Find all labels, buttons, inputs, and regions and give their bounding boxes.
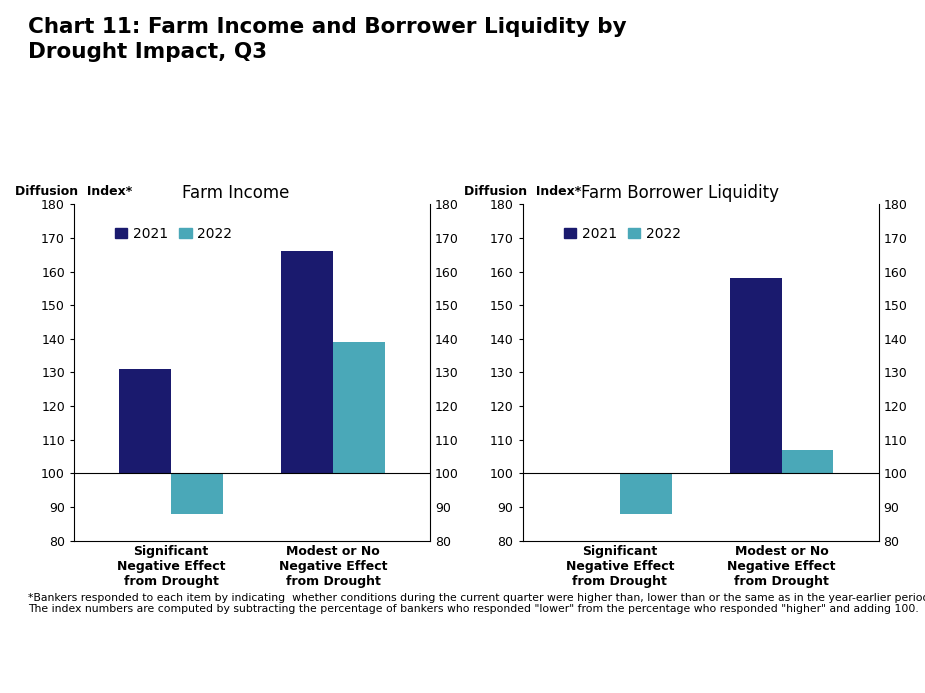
Bar bbox=[119, 369, 171, 473]
Legend: 2021, 2022: 2021, 2022 bbox=[558, 222, 686, 247]
Text: Chart 11: Farm Income and Borrower Liquidity by
Drought Impact, Q3: Chart 11: Farm Income and Borrower Liqui… bbox=[28, 17, 626, 62]
Text: Farm Borrower Liquidity: Farm Borrower Liquidity bbox=[581, 184, 779, 202]
Bar bbox=[171, 473, 223, 514]
Bar bbox=[281, 252, 333, 473]
Text: Farm Income: Farm Income bbox=[182, 184, 290, 202]
Text: Diffusion  Index*: Diffusion Index* bbox=[15, 185, 132, 198]
Bar bbox=[782, 450, 833, 473]
Bar bbox=[620, 473, 672, 514]
Bar bbox=[333, 342, 385, 473]
Bar bbox=[730, 279, 782, 473]
Text: Diffusion  Index*: Diffusion Index* bbox=[463, 185, 581, 198]
Legend: 2021, 2022: 2021, 2022 bbox=[109, 222, 238, 247]
Text: *Bankers responded to each item by indicating  whether conditions during the cur: *Bankers responded to each item by indic… bbox=[28, 593, 925, 614]
